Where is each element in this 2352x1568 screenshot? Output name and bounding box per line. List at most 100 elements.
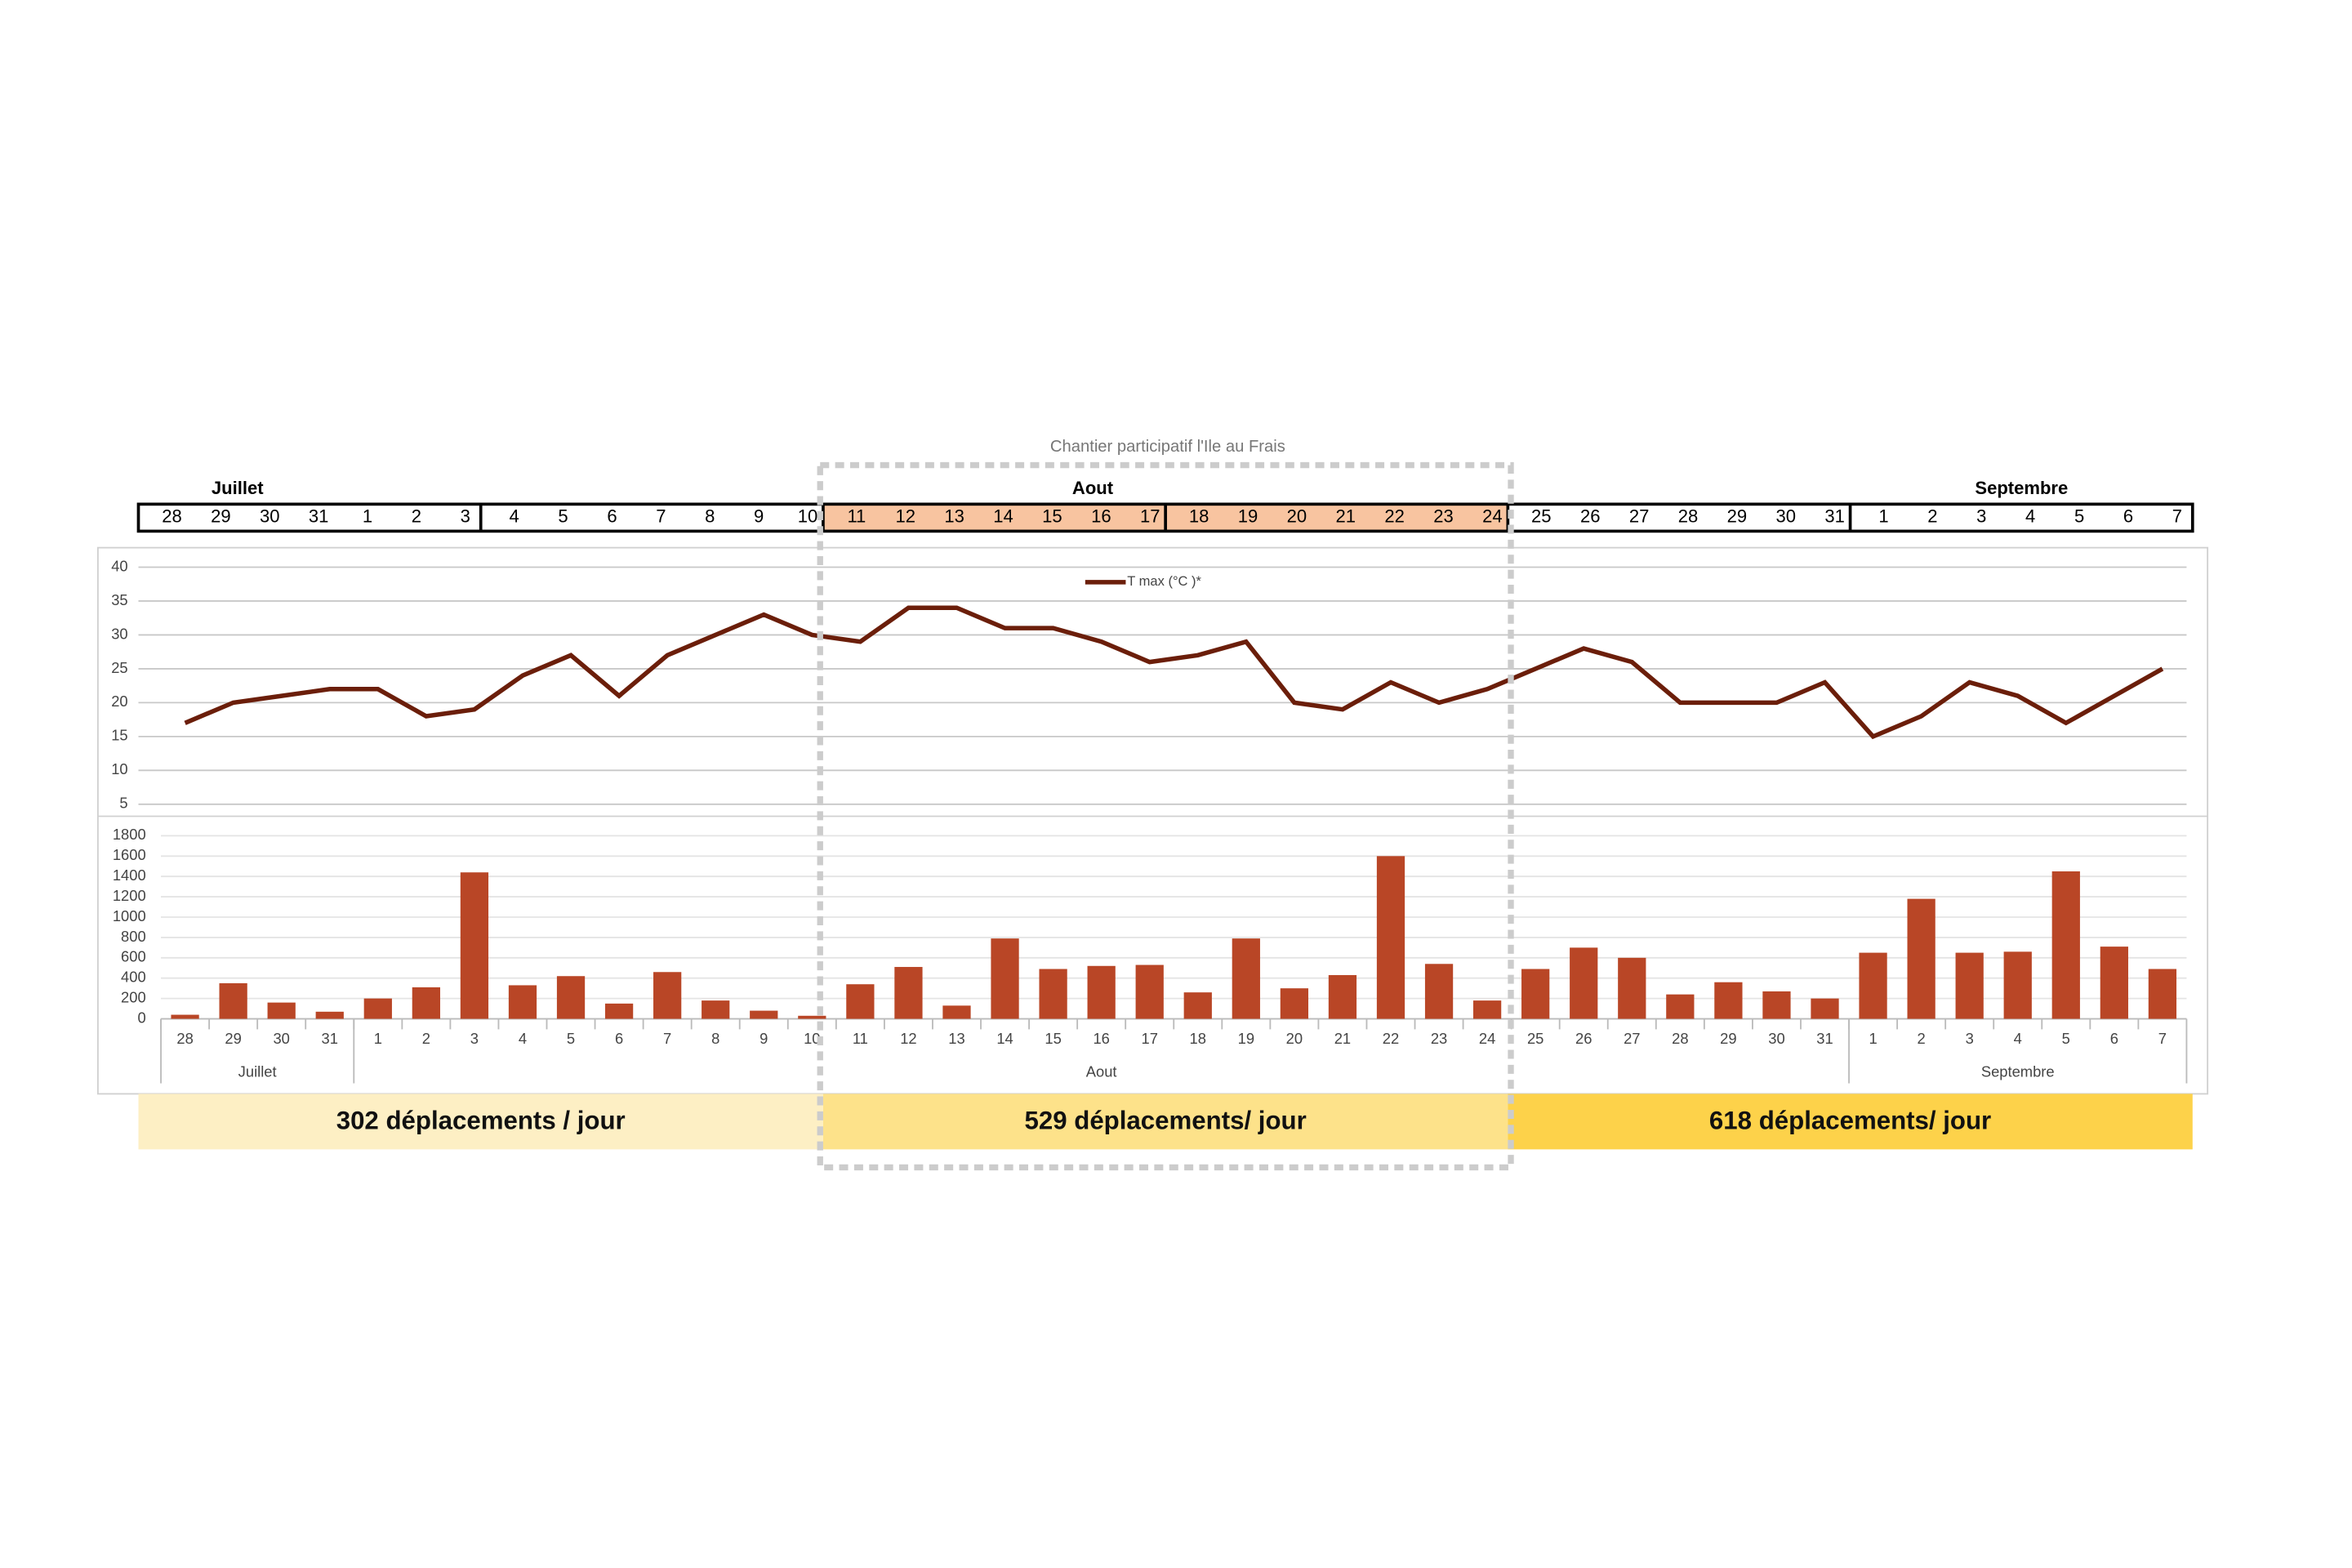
calendar-day: 27 xyxy=(1629,506,1650,527)
calendar-day: 28 xyxy=(1678,506,1699,527)
bar xyxy=(702,1000,730,1019)
bar xyxy=(267,1002,296,1019)
month-label: Septembre xyxy=(1975,478,2068,498)
month-group-label: Aout xyxy=(1086,1063,1117,1080)
bar xyxy=(1907,898,1936,1019)
bar xyxy=(1280,988,1309,1019)
x-tick-label: 27 xyxy=(1624,1030,1640,1047)
bar xyxy=(1521,969,1550,1019)
y-tick-label: 5 xyxy=(119,795,127,812)
bar xyxy=(556,976,586,1019)
y-tick-label: 1600 xyxy=(113,846,146,863)
calendar-day: 4 xyxy=(2025,506,2035,527)
bar xyxy=(1714,982,1743,1019)
calendar-day: 3 xyxy=(461,506,470,527)
x-tick-label: 4 xyxy=(2014,1030,2022,1047)
calendar-day: 6 xyxy=(2123,506,2133,527)
y-tick-label: 10 xyxy=(111,760,127,777)
y-tick-label: 800 xyxy=(121,928,146,945)
calendar-day: 24 xyxy=(1482,506,1503,527)
calendar-day: 8 xyxy=(705,506,715,527)
calendar-day: 12 xyxy=(896,506,916,527)
bar xyxy=(894,967,923,1019)
month-group-label: Juillet xyxy=(238,1063,277,1080)
x-tick-label: 2 xyxy=(422,1030,430,1047)
x-tick-label: 19 xyxy=(1238,1030,1254,1047)
x-tick-label: 21 xyxy=(1334,1030,1351,1047)
y-tick-label: 1800 xyxy=(113,826,146,843)
period-label: 618 déplacements/ jour xyxy=(1709,1107,1991,1135)
bar xyxy=(171,1014,199,1019)
x-tick-label: 15 xyxy=(1045,1030,1061,1047)
x-tick-label: 28 xyxy=(1672,1030,1688,1047)
calendar-day: 5 xyxy=(558,506,568,527)
bar xyxy=(1570,947,1598,1019)
x-tick-label: 31 xyxy=(1816,1030,1833,1047)
y-tick-label: 1400 xyxy=(113,866,146,884)
month-group-label: Septembre xyxy=(1981,1063,2055,1080)
bar xyxy=(1183,992,1212,1019)
y-tick-label: 15 xyxy=(111,727,127,744)
x-tick-label: 16 xyxy=(1093,1030,1109,1047)
calendar-day: 1 xyxy=(363,506,372,527)
chantier-box xyxy=(817,461,1514,1171)
month-label: Aout xyxy=(1072,478,1114,498)
bar xyxy=(1328,974,1357,1019)
calendar-day: 7 xyxy=(656,506,666,527)
calendar-day: 5 xyxy=(2074,506,2084,527)
calendar-day: 13 xyxy=(944,506,964,527)
x-tick-label: 8 xyxy=(711,1030,719,1047)
calendar-day: 18 xyxy=(1189,506,1209,527)
y-tick-label: 400 xyxy=(121,969,146,986)
calendar-day: 20 xyxy=(1287,506,1307,527)
calendar-day: 9 xyxy=(754,506,764,527)
bar xyxy=(2100,947,2128,1019)
x-tick-label: 31 xyxy=(322,1030,338,1047)
x-tick-label: 29 xyxy=(225,1030,241,1047)
period-label: 302 déplacements / jour xyxy=(336,1107,626,1135)
y-tick-label: 200 xyxy=(121,988,146,1005)
x-tick-label: 30 xyxy=(273,1030,289,1047)
x-tick-label: 20 xyxy=(1286,1030,1303,1047)
x-tick-label: 1 xyxy=(374,1030,382,1047)
calendar-day: 1 xyxy=(1878,506,1888,527)
x-tick-label: 1 xyxy=(1869,1030,1877,1047)
bar xyxy=(653,972,682,1019)
period-band xyxy=(822,1094,1508,1150)
period-band xyxy=(1508,1094,2193,1150)
x-tick-label: 7 xyxy=(663,1030,671,1047)
y-tick-label: 30 xyxy=(111,625,127,642)
calendar-day: 30 xyxy=(260,506,280,527)
bar xyxy=(2003,951,2032,1019)
calendar-day: 15 xyxy=(1042,506,1062,527)
calendar-day: 28 xyxy=(162,506,182,527)
calendar-day: 29 xyxy=(211,506,231,527)
calendar-day: 29 xyxy=(1727,506,1748,527)
x-tick-label: 10 xyxy=(804,1030,820,1047)
x-tick-label: 26 xyxy=(1575,1030,1592,1047)
bar xyxy=(942,1005,971,1019)
x-tick-label: 17 xyxy=(1142,1030,1158,1047)
calendar-day: 10 xyxy=(798,506,818,527)
x-tick-label: 9 xyxy=(760,1030,768,1047)
calendar-day: 3 xyxy=(1976,506,1986,527)
legend-label: T max (°C )* xyxy=(1127,573,1201,589)
bar xyxy=(1859,952,1887,1019)
calendar-day: 22 xyxy=(1384,506,1405,527)
x-tick-label: 30 xyxy=(1768,1030,1784,1047)
bar xyxy=(2051,871,2080,1019)
calendar-day: 23 xyxy=(1433,506,1454,527)
calendar-day: 2 xyxy=(412,506,421,527)
y-tick-label: 20 xyxy=(111,693,127,710)
x-tick-label: 3 xyxy=(1966,1030,1974,1047)
calendar-day: 26 xyxy=(1580,506,1601,527)
x-tick-label: 4 xyxy=(519,1030,527,1047)
bar xyxy=(991,938,1019,1019)
bar xyxy=(750,1010,778,1019)
bar xyxy=(2148,969,2177,1019)
x-tick-label: 11 xyxy=(853,1030,868,1047)
bar xyxy=(1472,1000,1502,1019)
calendar-day: 19 xyxy=(1238,506,1258,527)
temperature-line xyxy=(184,605,2164,740)
